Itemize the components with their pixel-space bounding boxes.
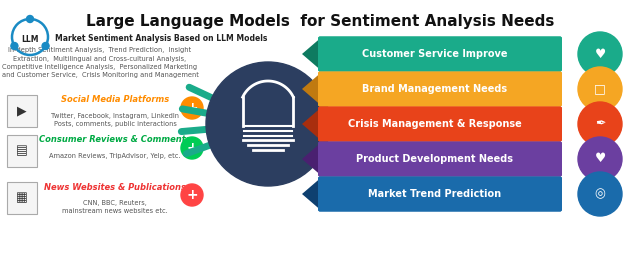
Text: Amazon Reviews, TripAdvisor, Yelp, etc.: Amazon Reviews, TripAdvisor, Yelp, etc. bbox=[49, 153, 180, 159]
Text: Large Language Models  for Sentiment Analysis Needs: Large Language Models for Sentiment Anal… bbox=[86, 14, 554, 29]
FancyBboxPatch shape bbox=[318, 177, 562, 212]
Text: News Websites & Publications: News Websites & Publications bbox=[44, 183, 186, 191]
FancyBboxPatch shape bbox=[318, 36, 562, 72]
FancyBboxPatch shape bbox=[318, 141, 562, 177]
FancyBboxPatch shape bbox=[318, 177, 562, 212]
Text: ✒: ✒ bbox=[595, 118, 605, 131]
Polygon shape bbox=[302, 144, 320, 175]
Text: ▦: ▦ bbox=[16, 191, 28, 205]
Text: Market Trend Prediction: Market Trend Prediction bbox=[369, 189, 502, 199]
FancyBboxPatch shape bbox=[318, 72, 562, 107]
Text: CNN, BBC, Reuters,
mainstream news websites etc.: CNN, BBC, Reuters, mainstream news websi… bbox=[62, 200, 168, 214]
Text: ♥: ♥ bbox=[595, 153, 605, 165]
Polygon shape bbox=[302, 73, 320, 104]
FancyBboxPatch shape bbox=[318, 36, 562, 72]
FancyBboxPatch shape bbox=[7, 182, 37, 214]
Text: Brand Management Needs: Brand Management Needs bbox=[362, 84, 508, 94]
Circle shape bbox=[181, 97, 203, 119]
FancyBboxPatch shape bbox=[318, 141, 562, 177]
Polygon shape bbox=[302, 39, 320, 70]
Text: +: + bbox=[186, 101, 198, 115]
Text: Product Development Needs: Product Development Needs bbox=[356, 154, 513, 164]
Circle shape bbox=[11, 42, 18, 50]
Text: ▶: ▶ bbox=[17, 104, 27, 118]
FancyBboxPatch shape bbox=[318, 107, 562, 141]
Polygon shape bbox=[302, 178, 320, 209]
FancyBboxPatch shape bbox=[7, 95, 37, 127]
Circle shape bbox=[578, 67, 622, 111]
Text: ▤: ▤ bbox=[16, 144, 28, 157]
Text: Twitter, Facebook, Instagram, LinkedIn
Posts, comments, public interactions: Twitter, Facebook, Instagram, LinkedIn P… bbox=[51, 113, 179, 127]
Text: Consumer Reviews & Comments: Consumer Reviews & Comments bbox=[39, 135, 191, 144]
FancyBboxPatch shape bbox=[318, 72, 562, 107]
Text: +: + bbox=[186, 188, 198, 202]
Text: ◎: ◎ bbox=[595, 187, 605, 200]
Circle shape bbox=[578, 172, 622, 216]
Text: In-depth Sentiment Analysis,  Trend Prediction,  Insight
Extraction,  Multilingu: In-depth Sentiment Analysis, Trend Predi… bbox=[1, 47, 198, 79]
Text: Social Media Platforms: Social Media Platforms bbox=[61, 95, 169, 104]
Circle shape bbox=[206, 62, 330, 186]
Text: Crisis Management & Response: Crisis Management & Response bbox=[348, 119, 522, 129]
Circle shape bbox=[578, 102, 622, 146]
Circle shape bbox=[578, 32, 622, 76]
Circle shape bbox=[181, 184, 203, 206]
Circle shape bbox=[42, 42, 49, 50]
Text: □: □ bbox=[594, 82, 606, 95]
Text: +: + bbox=[186, 141, 198, 155]
Circle shape bbox=[578, 137, 622, 181]
Text: Market Sentiment Analysis Based on LLM Models: Market Sentiment Analysis Based on LLM M… bbox=[55, 34, 268, 43]
Circle shape bbox=[181, 137, 203, 159]
FancyBboxPatch shape bbox=[7, 135, 37, 167]
Circle shape bbox=[26, 16, 33, 23]
FancyBboxPatch shape bbox=[318, 107, 562, 141]
Text: ♥: ♥ bbox=[595, 48, 605, 60]
Polygon shape bbox=[302, 109, 320, 140]
Text: Customer Service Improve: Customer Service Improve bbox=[362, 49, 508, 59]
Text: LLM: LLM bbox=[21, 36, 39, 45]
